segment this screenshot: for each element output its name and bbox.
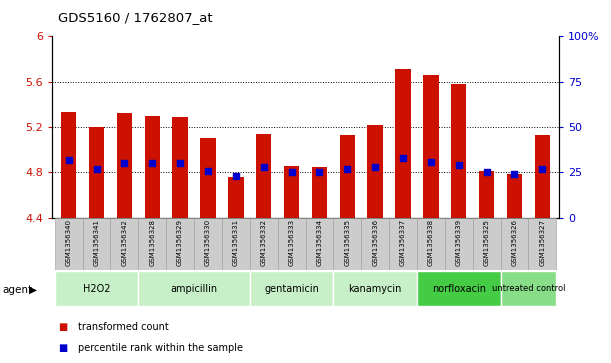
Bar	[200, 138, 216, 218]
Text: GSM1356340: GSM1356340	[65, 219, 71, 266]
Point	[64, 157, 73, 163]
Bar	[334, 271, 417, 306]
Bar	[529, 218, 556, 270]
Point	[92, 166, 101, 172]
Bar	[334, 218, 361, 270]
Point	[287, 170, 296, 175]
Bar	[138, 218, 166, 270]
Bar	[277, 218, 306, 270]
Bar	[445, 218, 473, 270]
Text: GSM1356337: GSM1356337	[400, 219, 406, 266]
Text: GSM1356326: GSM1356326	[511, 219, 518, 266]
Bar	[117, 113, 132, 218]
Point	[426, 159, 436, 164]
Bar	[500, 271, 556, 306]
Bar	[166, 218, 194, 270]
Point	[538, 166, 547, 172]
Point	[315, 170, 324, 175]
Bar	[111, 218, 138, 270]
Bar	[138, 271, 250, 306]
Text: H2O2: H2O2	[82, 284, 110, 294]
Text: agent: agent	[2, 285, 32, 295]
Bar	[222, 218, 250, 270]
Point	[231, 173, 241, 179]
Bar	[89, 127, 104, 218]
Text: GSM1356342: GSM1356342	[122, 219, 127, 266]
Text: transformed count: transformed count	[78, 322, 169, 332]
Bar	[417, 271, 500, 306]
Bar	[535, 135, 550, 218]
Point	[147, 160, 157, 166]
Bar	[423, 75, 439, 218]
Text: kanamycin: kanamycin	[348, 284, 402, 294]
Text: GSM1356338: GSM1356338	[428, 219, 434, 266]
Text: GSM1356330: GSM1356330	[205, 219, 211, 266]
Text: percentile rank within the sample: percentile rank within the sample	[78, 343, 243, 354]
Text: GSM1356341: GSM1356341	[93, 219, 100, 266]
Point	[342, 166, 352, 172]
Text: untreated control: untreated control	[492, 284, 565, 293]
Text: ▶: ▶	[29, 285, 37, 295]
Bar	[389, 218, 417, 270]
Point	[370, 164, 380, 170]
Text: GSM1356325: GSM1356325	[484, 219, 489, 266]
Point	[510, 171, 519, 177]
Point	[259, 164, 269, 170]
Bar	[500, 218, 529, 270]
Text: GSM1356339: GSM1356339	[456, 219, 462, 266]
Bar	[451, 84, 466, 218]
Text: ampicillin: ampicillin	[170, 284, 218, 294]
Point	[120, 160, 130, 166]
Bar	[172, 117, 188, 218]
Text: GSM1356328: GSM1356328	[149, 219, 155, 266]
Bar	[194, 218, 222, 270]
Text: GSM1356333: GSM1356333	[288, 219, 295, 266]
Text: GSM1356336: GSM1356336	[372, 219, 378, 266]
Bar	[479, 171, 494, 218]
Point	[398, 155, 408, 161]
Text: GSM1356327: GSM1356327	[540, 219, 546, 266]
Text: norfloxacin: norfloxacin	[432, 284, 486, 294]
Bar	[256, 134, 271, 218]
Text: ■: ■	[58, 322, 67, 332]
Text: gentamicin: gentamicin	[264, 284, 319, 294]
Text: GSM1356332: GSM1356332	[261, 219, 267, 266]
Bar	[228, 177, 244, 218]
Text: GSM1356331: GSM1356331	[233, 219, 239, 266]
Text: GSM1356329: GSM1356329	[177, 219, 183, 266]
Bar	[61, 112, 76, 218]
Bar	[250, 218, 277, 270]
Bar	[250, 271, 334, 306]
Bar	[312, 167, 327, 218]
Bar	[82, 218, 111, 270]
Point	[175, 160, 185, 166]
Bar	[361, 218, 389, 270]
Text: GSM1356335: GSM1356335	[344, 219, 350, 266]
Bar	[145, 116, 160, 218]
Bar	[507, 174, 522, 218]
Point	[481, 170, 491, 175]
Text: ■: ■	[58, 343, 67, 354]
Bar	[55, 218, 82, 270]
Bar	[55, 271, 138, 306]
Point	[454, 162, 464, 168]
Bar	[395, 69, 411, 218]
Bar	[417, 218, 445, 270]
Text: GDS5160 / 1762807_at: GDS5160 / 1762807_at	[58, 11, 213, 24]
Bar	[473, 218, 500, 270]
Point	[203, 168, 213, 174]
Bar	[340, 135, 355, 218]
Bar	[284, 166, 299, 218]
Bar	[306, 218, 334, 270]
Bar	[367, 125, 383, 218]
Text: GSM1356334: GSM1356334	[316, 219, 323, 266]
